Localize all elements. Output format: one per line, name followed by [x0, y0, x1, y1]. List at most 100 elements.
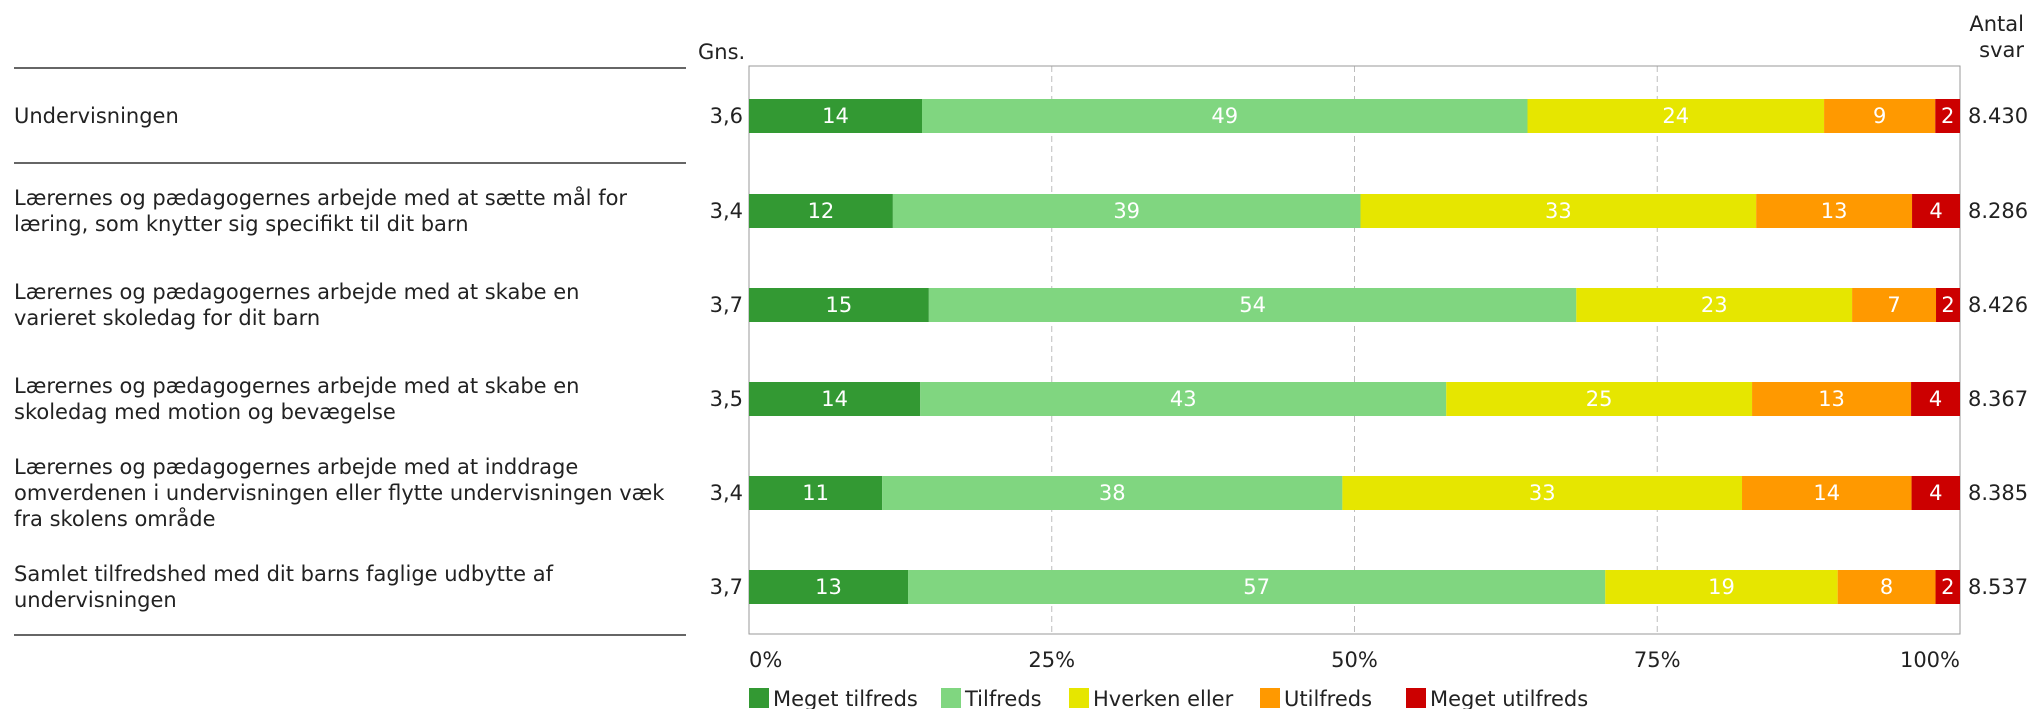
category-label-line: Lærernes og pædagogernes arbejde med at …	[14, 455, 578, 479]
segment-label: 49	[1211, 104, 1238, 128]
segment-label: 15	[826, 293, 853, 317]
category-label-line: varieret skoledag for dit barn	[14, 306, 320, 330]
bar-segment	[749, 382, 921, 416]
bar-segment	[1576, 288, 1853, 322]
segment-label: 38	[1099, 481, 1126, 505]
bar-segment	[749, 570, 909, 604]
bar-segment	[920, 382, 1447, 416]
segment-label: 12	[808, 199, 835, 223]
legend-item: Hverken eller	[1069, 687, 1234, 709]
category-label: Lærernes og pædagogernes arbejde med at …	[14, 185, 627, 236]
chart-row: Lærernes og pædagogernes arbejde med at …	[14, 280, 2028, 330]
chart-row: Lærernes og pædagogernes arbejde med at …	[14, 185, 2028, 236]
category-label: Undervisningen	[14, 104, 179, 128]
bar-segment	[1446, 382, 1753, 416]
segment-label: 33	[1529, 481, 1556, 505]
chart-row: Lærernes og pædagogernes arbejde med at …	[14, 455, 2028, 531]
legend-item: Meget tilfreds	[749, 687, 918, 709]
segment-label: 2	[1941, 104, 1954, 128]
segment-label: 43	[1170, 387, 1197, 411]
bar-segment	[749, 99, 922, 133]
bar-segment	[1935, 570, 1960, 604]
x-tick-label: 25%	[1028, 648, 1075, 672]
count-value: 8.367	[1968, 387, 2028, 411]
segment-label: 7	[1887, 293, 1900, 317]
legend-label: Meget utilfreds	[1430, 687, 1588, 709]
segment-label: 4	[1929, 387, 1942, 411]
legend-swatch	[1260, 688, 1280, 708]
category-label-line: Lærernes og pædagogernes arbejde med at …	[14, 185, 627, 210]
legend-label: Meget tilfreds	[773, 687, 918, 709]
count-value: 8.430	[1968, 104, 2028, 128]
segment-label: 57	[1243, 575, 1270, 599]
bar-segment	[1935, 99, 1960, 133]
legend-label: Hverken eller	[1093, 687, 1234, 709]
legend-swatch	[1406, 688, 1426, 708]
column-headers: Gns. Antal svar	[698, 12, 2024, 64]
bar-segment	[922, 99, 1528, 133]
x-tick-label: 50%	[1331, 648, 1378, 672]
x-tick-label: 100%	[1900, 648, 1960, 672]
bar-segment	[928, 288, 1577, 322]
category-label-line: fra skolens område	[14, 506, 216, 531]
bar-segment	[1756, 194, 1913, 228]
segment-label: 2	[1941, 293, 1954, 317]
legend-item: Meget utilfreds	[1406, 687, 1588, 709]
bar-segment	[1605, 570, 1838, 604]
count-value: 8.537	[1968, 575, 2028, 599]
bar-segment	[1911, 476, 1960, 510]
mean-value: 3,7	[710, 575, 743, 599]
category-label-line: skoledag med motion og bevægelse	[14, 400, 396, 424]
segment-label: 19	[1708, 575, 1735, 599]
bar-segment	[1912, 194, 1960, 228]
chart-row: Undervisningen 3,6 8.430 14 49 24 9 2	[14, 99, 2028, 133]
segment-label: 39	[1113, 199, 1140, 223]
count-value: 8.426	[1968, 293, 2028, 317]
segment-label: 4	[1929, 199, 1942, 223]
bar-segment	[1852, 288, 1937, 322]
category-label-line: Lærernes og pædagogernes arbejde med at …	[14, 280, 580, 304]
x-axis-ticks: 0% 25% 50% 75% 100%	[749, 648, 1960, 672]
category-label-line: Undervisningen	[14, 104, 179, 128]
bar-segment	[1342, 476, 1743, 510]
bar-segment	[1837, 570, 1936, 604]
plot-frame	[748, 65, 1961, 635]
mean-value: 3,7	[710, 293, 743, 317]
grid-lines	[1051, 66, 1658, 634]
legend-label: Tilfreds	[964, 687, 1042, 709]
mean-value: 3,4	[710, 199, 743, 223]
legend-swatch	[941, 688, 961, 708]
bar-segment	[749, 288, 929, 322]
segment-label: 24	[1662, 104, 1689, 128]
segment-label: 9	[1873, 104, 1886, 128]
bar-segment	[1936, 288, 1960, 322]
segment-label: 2	[1941, 575, 1954, 599]
legend-item: Utilfreds	[1260, 687, 1372, 709]
category-label-line: omverdenen i undervisningen eller flytte…	[14, 481, 665, 505]
segment-label: 33	[1545, 199, 1572, 223]
segment-label: 13	[815, 575, 842, 599]
segment-label: 4	[1929, 481, 1942, 505]
category-label-line: Samlet tilfredshed med dit barns faglige…	[14, 562, 554, 586]
x-tick-label: 0%	[749, 648, 782, 672]
legend-label: Utilfreds	[1284, 687, 1372, 709]
legend-swatch	[749, 688, 769, 708]
segment-label: 14	[1813, 481, 1840, 505]
bar-segment	[749, 194, 893, 228]
category-label-line: Lærernes og pædagogernes arbejde med at …	[14, 374, 580, 398]
count-header-line-2: svar	[1979, 38, 2024, 62]
mean-value: 3,4	[710, 481, 743, 505]
segment-label: 13	[1818, 387, 1845, 411]
count-header-line-1: Antal	[1969, 12, 2024, 36]
bar-segment	[749, 476, 883, 510]
category-label: Lærernes og pædagogernes arbejde med at …	[14, 374, 580, 424]
bar-segment	[1911, 382, 1960, 416]
mean-value: 3,6	[710, 104, 743, 128]
x-tick-label: 75%	[1634, 648, 1681, 672]
category-label: Lærernes og pædagogernes arbejde med at …	[14, 280, 580, 330]
legend-swatch	[1069, 688, 1089, 708]
bar-segment	[1360, 194, 1757, 228]
segment-label: 14	[821, 387, 848, 411]
